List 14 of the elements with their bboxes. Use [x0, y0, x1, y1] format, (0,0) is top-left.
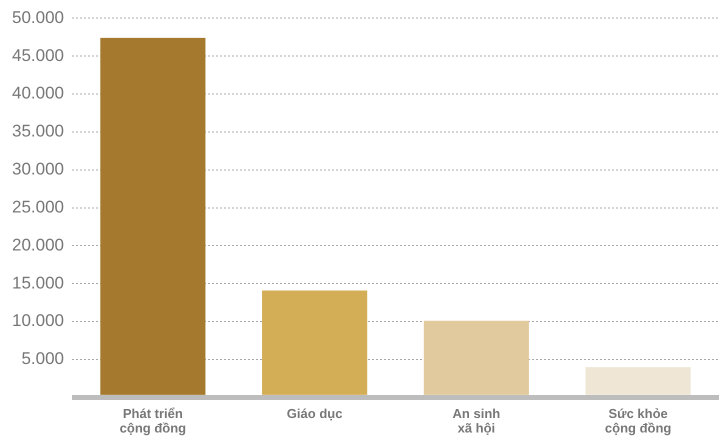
- y-tick-label: 40.000: [12, 84, 64, 103]
- y-tick-label: 25.000: [12, 197, 64, 216]
- x-tick-label: Giáo dục: [286, 406, 342, 422]
- y-tick-label: 5.000: [21, 349, 64, 368]
- y-tick-label: 35.000: [12, 122, 64, 141]
- y-tick-label: 10.000: [12, 311, 64, 330]
- y-tick-label: 20.000: [12, 235, 64, 254]
- y-tick-label: 30.000: [12, 160, 64, 179]
- y-tick-label: 15.000: [12, 273, 64, 292]
- y-tick-label: 50.000: [12, 8, 64, 27]
- x-tick-label: Sức khỏe cộng đồng: [604, 406, 672, 436]
- x-tick-label: Phát triển cộng đồng: [120, 406, 186, 436]
- y-tick-label: 45.000: [12, 46, 64, 65]
- x-tick-label: An sinh xã hội: [452, 406, 500, 436]
